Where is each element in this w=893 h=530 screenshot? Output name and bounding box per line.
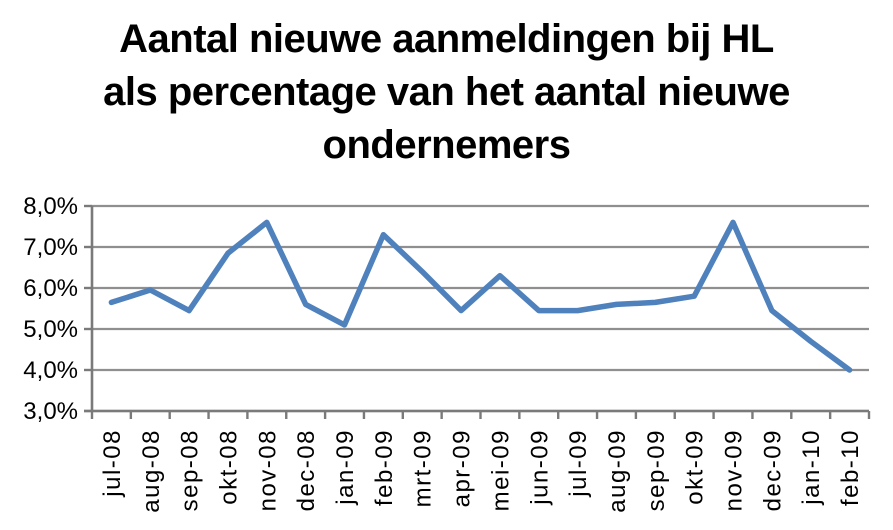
x-axis-label: mrt-09 [410,429,437,507]
x-axis-label: jun-09 [526,429,553,506]
x-axis-label: apr-09 [449,429,476,507]
x-axis-label: jan-10 [798,429,825,506]
x-axis-label: jan-09 [332,429,359,506]
y-axis-label: 7,0% [23,234,78,261]
x-axis-label: aug-09 [604,429,631,513]
x-axis-label: aug-08 [138,429,165,513]
chart-title-line-1: Aantal nieuwe aanmeldingen bij HL [119,17,774,61]
chart-title-line-2: als percentage van het aantal nieuwe [103,70,790,114]
x-axis-label: nov-08 [254,429,281,511]
x-axis-label: jul-09 [565,429,592,498]
x-axis-label: okt-09 [682,429,709,505]
x-axis-label: nov-09 [721,429,748,511]
chart-title: Aantal nieuwe aanmeldingen bij HL als pe… [0,13,893,172]
x-axis-label: jul-08 [99,429,126,498]
x-axis-label: okt-08 [215,429,242,505]
x-axis-label: feb-10 [837,429,864,506]
y-axis-label: 3,0% [23,398,78,425]
y-axis-label: 8,0% [23,193,78,220]
y-axis-label: 5,0% [23,316,78,343]
data-series-line [108,219,853,373]
x-axis-label: feb-09 [371,429,398,506]
x-axis-label: dec-09 [759,429,786,511]
chart-title-line-3: ondernemers [322,123,571,167]
y-axis-label: 4,0% [23,357,78,384]
x-axis-label: sep-09 [643,429,670,511]
x-axis-label: mei-09 [487,429,514,511]
x-axis-label: sep-08 [177,429,204,511]
y-axis-label: 6,0% [23,275,78,302]
x-axis-label: dec-08 [293,429,320,511]
